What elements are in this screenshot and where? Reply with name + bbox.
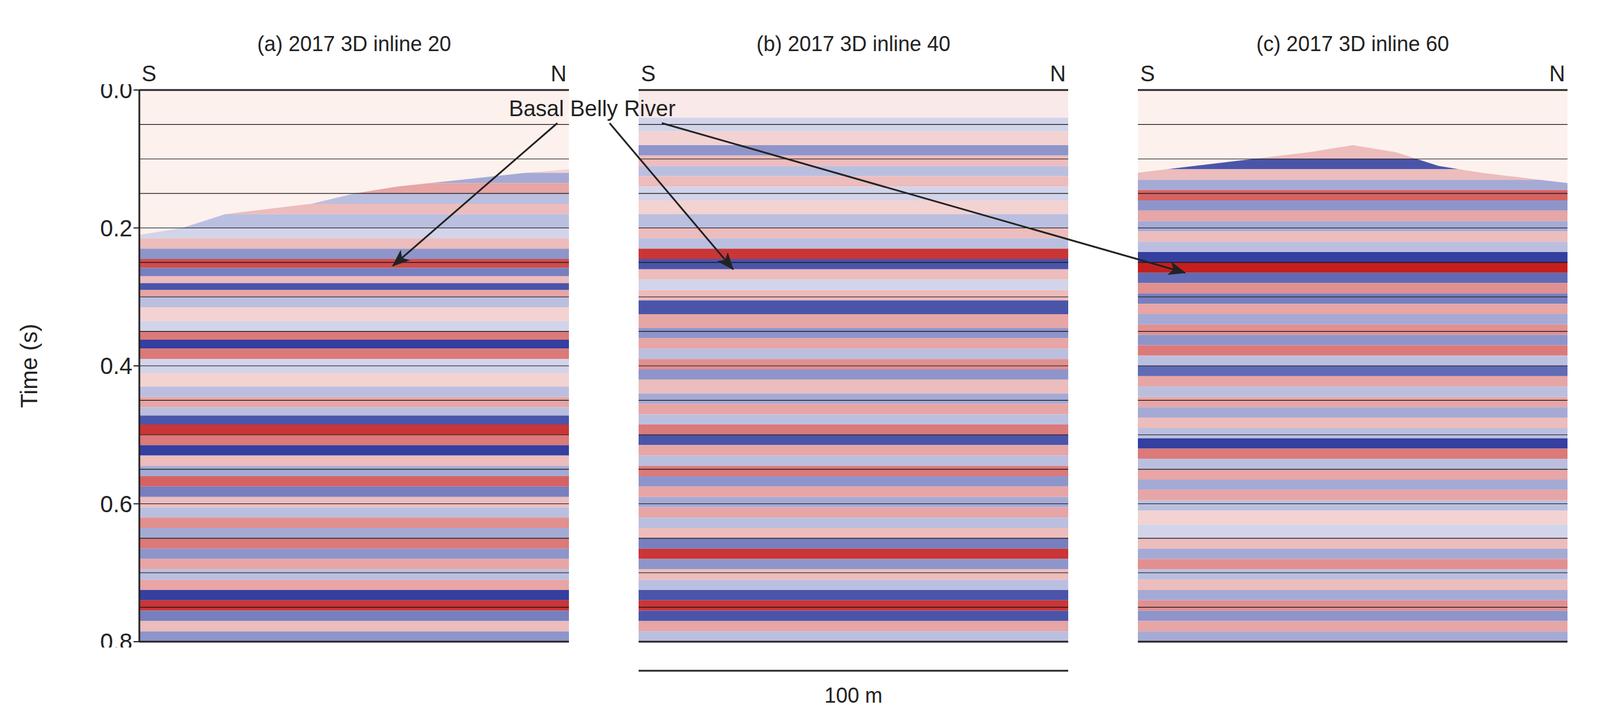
svg-text:0.2: 0.2 — [99, 215, 133, 241]
svg-text:S: S — [640, 61, 656, 86]
svg-text:S: S — [141, 61, 157, 86]
svg-text:(b) 2017 3D inline 40: (b) 2017 3D inline 40 — [756, 31, 951, 56]
svg-text:0.4: 0.4 — [99, 352, 133, 379]
svg-text:0.0: 0.0 — [99, 84, 133, 103]
svg-text:0.8: 0.8 — [99, 628, 133, 648]
svg-text:Time (s): Time (s) — [16, 323, 42, 408]
svg-text:N: N — [1549, 61, 1566, 86]
svg-text:(c) 2017 3D inline 60: (c) 2017 3D inline 60 — [1256, 31, 1450, 56]
svg-text:Basal Belly River: Basal Belly River — [508, 96, 676, 121]
svg-text:S: S — [1140, 61, 1155, 86]
svg-text:N: N — [1050, 61, 1066, 86]
svg-text:(a) 2017 3D inline 20: (a) 2017 3D inline 20 — [257, 31, 452, 56]
svg-text:0.6: 0.6 — [99, 491, 133, 517]
svg-text:N: N — [550, 61, 567, 86]
svg-text:100 m: 100 m — [824, 683, 883, 708]
